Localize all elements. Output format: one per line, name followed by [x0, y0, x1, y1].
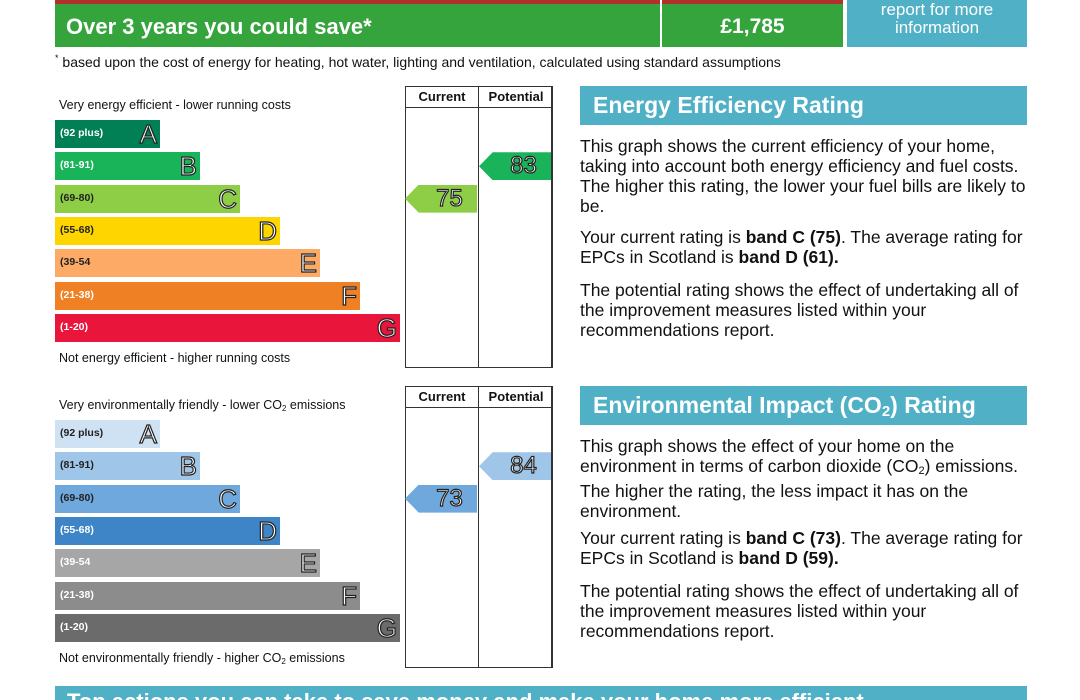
- env-panel-description: This graph shows the effect of your home…: [580, 436, 1018, 521]
- report-info-box[interactable]: report for more information: [847, 0, 1027, 47]
- savings-footnote: * based upon the cost of energy for heat…: [55, 53, 781, 70]
- column-divider: [478, 386, 479, 668]
- rating-band-a: (92 plus) A: [55, 419, 160, 449]
- current-rating-value: 73: [436, 484, 464, 513]
- rating-band-b: (81-91) B: [55, 151, 200, 182]
- band-letter: G: [376, 312, 397, 343]
- band-letter: D: [258, 515, 278, 546]
- chart-bottom-label: Not environmentally friendly - higher CO…: [59, 651, 345, 666]
- rating-band-c: (69-80) C: [55, 483, 240, 514]
- band-range: (69-80): [60, 191, 94, 204]
- band-letter: C: [218, 483, 238, 514]
- potential-rating-value: 84: [510, 452, 538, 480]
- env-panel-title: Environmental Impact (CO2) Rating: [580, 386, 1027, 425]
- band-range: (39-54: [60, 256, 91, 269]
- footnote-mark: *: [55, 53, 59, 63]
- chart-top-label: Very energy efficient - lower running co…: [59, 98, 291, 112]
- rating-band-d: (55-68) D: [55, 515, 280, 546]
- band-range: (21-38): [60, 588, 94, 601]
- rating-band-d: (55-68) D: [55, 215, 280, 246]
- column-divider: [478, 86, 479, 368]
- energy-panel-potential-note: The potential rating shows the effect of…: [580, 280, 1019, 340]
- current-header: Current: [418, 89, 466, 104]
- energy-efficiency-chart: Current Potential Very energy efficient …: [55, 86, 553, 368]
- band-range: (92 plus): [60, 127, 104, 139]
- band-range: (21-38): [60, 288, 94, 301]
- energy-panel-title: Energy Efficiency Rating: [580, 86, 1027, 125]
- chart-top-label: Very environmentally friendly - lower CO…: [59, 398, 346, 413]
- band-letter: G: [376, 612, 397, 643]
- band-letter: A: [139, 419, 158, 449]
- env-panel-current-rating: Your current rating is band C (73). The …: [580, 528, 1023, 568]
- potential-header: Potential: [488, 89, 544, 104]
- potential-rating-arrow: 83: [479, 152, 551, 181]
- current-header: Current: [418, 389, 466, 404]
- chart-bottom-label: Not energy efficient - higher running co…: [59, 351, 291, 365]
- band-range: (55-68): [60, 523, 94, 536]
- potential-rating-arrow: 84: [479, 452, 551, 481]
- potential-header: Potential: [488, 389, 544, 404]
- band-letter: E: [299, 248, 318, 279]
- rating-columns-box: [405, 86, 553, 368]
- report-line-1: report for more: [880, 0, 994, 19]
- report-line-2: information: [894, 18, 980, 37]
- rating-band-g: (1-20) G: [55, 612, 400, 643]
- header-divider: [405, 107, 553, 108]
- env-panel-potential-note: The potential rating shows the effect of…: [580, 581, 1019, 641]
- savings-banner: Over 3 years you could save*: [55, 0, 660, 47]
- band-range: (55-68): [60, 223, 94, 236]
- rating-band-a: (92 plus) A: [55, 119, 160, 149]
- band-range: (1-20): [60, 320, 89, 333]
- band-range: (39-54: [60, 556, 91, 569]
- band-range: (1-20): [60, 620, 89, 633]
- band-letter: D: [258, 215, 278, 246]
- rating-band-e: (39-54 E: [55, 248, 320, 279]
- band-range: (69-80): [60, 491, 94, 504]
- footnote-text: based upon the cost of energy for heatin…: [62, 54, 781, 70]
- energy-panel-current-rating: Your current rating is band C (75). The …: [580, 227, 1023, 267]
- header-divider: [405, 407, 553, 408]
- current-rating-arrow: 73: [405, 484, 477, 513]
- rating-band-g: (1-20) G: [55, 312, 400, 343]
- rating-band-e: (39-54 E: [55, 548, 320, 579]
- band-letter: F: [341, 280, 358, 311]
- current-rating-arrow: 75: [405, 184, 477, 213]
- savings-label: Over 3 years you could save*: [66, 14, 372, 39]
- environmental-impact-chart: Current Potential Very environmentally f…: [55, 386, 553, 668]
- band-letter: B: [179, 451, 198, 482]
- band-letter: F: [341, 580, 358, 611]
- top-actions-banner: Top actions you can take to save money a…: [55, 686, 1027, 700]
- band-range: (81-91): [60, 159, 94, 172]
- rating-band-f: (21-38) F: [55, 580, 360, 611]
- potential-rating-value: 83: [510, 152, 538, 180]
- rating-columns-box: [405, 386, 553, 668]
- top-actions-title: Top actions you can take to save money a…: [67, 689, 864, 700]
- band-range: (92 plus): [60, 427, 104, 439]
- band-letter: E: [299, 548, 318, 579]
- rating-band-c: (69-80) C: [55, 183, 240, 214]
- energy-panel-description: This graph shows the current efficiency …: [580, 136, 1026, 216]
- band-letter: B: [179, 151, 198, 182]
- rating-band-b: (81-91) B: [55, 451, 200, 482]
- savings-amount: £1,785: [662, 0, 843, 47]
- band-range: (81-91): [60, 459, 94, 472]
- band-letter: C: [218, 183, 238, 214]
- band-letter: A: [139, 119, 158, 149]
- rating-band-f: (21-38) F: [55, 280, 360, 311]
- current-rating-value: 75: [436, 184, 464, 213]
